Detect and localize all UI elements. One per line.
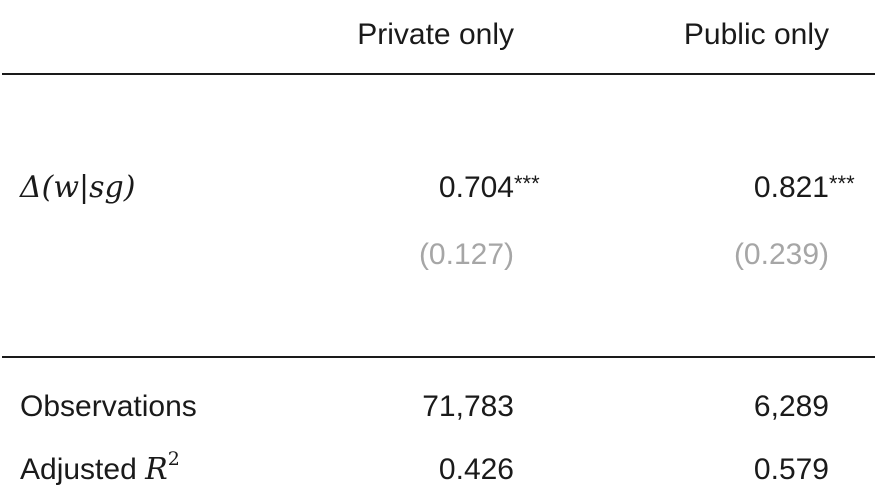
- coef-public-only: 0.821 ***: [753, 170, 855, 206]
- column-header-public-only: Public only: [683, 18, 829, 51]
- significance-stars-private: ***: [514, 171, 540, 196]
- r2-math-label: R2: [145, 450, 180, 488]
- column-header-private-only: Private only: [357, 18, 514, 51]
- significance-stars-public: ***: [829, 171, 855, 196]
- row-label-observations: Observations: [20, 390, 197, 423]
- adj-r2-private-only: 0.426: [438, 453, 514, 486]
- row-label-delta: Δ(w|sg): [20, 170, 135, 206]
- mid-rule: [2, 356, 875, 358]
- row-label-adjusted-r2: Adjusted R2: [20, 450, 180, 488]
- adj-r2-public-only: 0.579: [753, 453, 829, 486]
- r2-superscript: 2: [167, 448, 180, 470]
- delta-math-label: Δ(w|sg): [20, 170, 136, 205]
- observations-public-only: 6,289: [753, 390, 829, 423]
- se-private-only: (0.127): [418, 238, 514, 271]
- observations-private-only: 71,783: [422, 390, 514, 423]
- r-symbol: R: [145, 452, 168, 487]
- se-public-only: (0.239): [733, 238, 829, 271]
- top-rule: [2, 73, 875, 75]
- coef-private-only: 0.704 ***: [438, 170, 540, 206]
- adjusted-label-text: Adjusted: [20, 453, 137, 486]
- coef-private-value: 0.704: [438, 171, 514, 204]
- coef-public-value: 0.821: [753, 171, 829, 204]
